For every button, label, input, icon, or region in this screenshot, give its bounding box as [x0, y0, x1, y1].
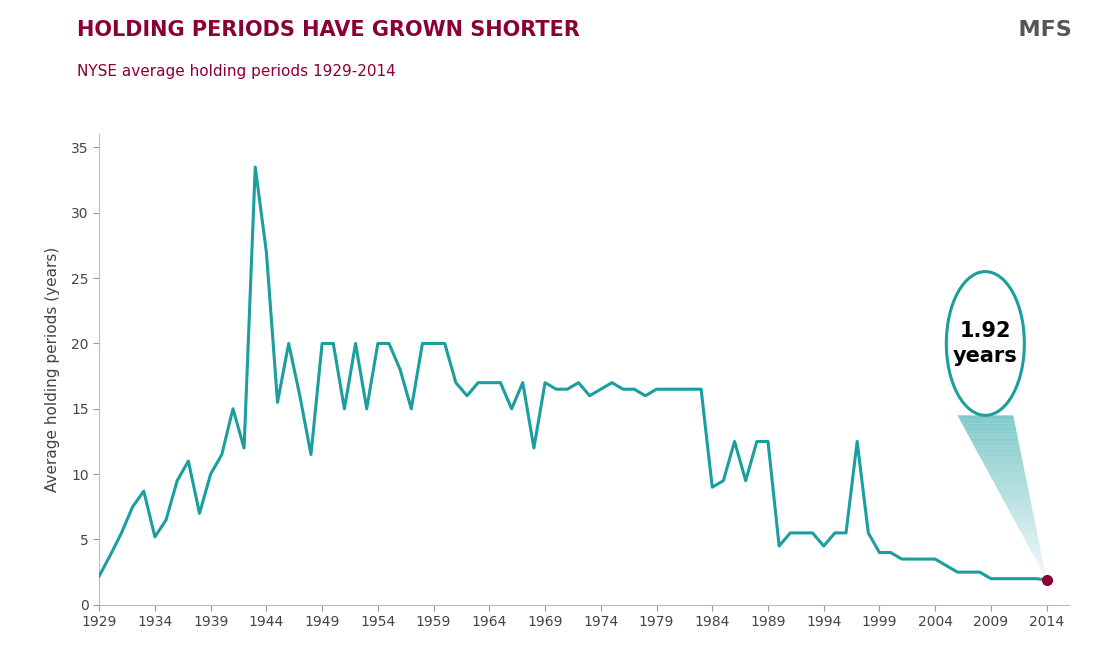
Polygon shape: [965, 429, 1016, 432]
Polygon shape: [984, 464, 1024, 468]
Polygon shape: [1022, 533, 1038, 536]
Polygon shape: [1042, 571, 1046, 575]
Polygon shape: [1031, 552, 1041, 555]
Polygon shape: [991, 476, 1026, 478]
Polygon shape: [966, 432, 1017, 435]
Polygon shape: [981, 459, 1023, 462]
Polygon shape: [980, 456, 1023, 459]
Polygon shape: [1015, 522, 1036, 525]
Ellipse shape: [947, 271, 1025, 415]
Polygon shape: [1019, 530, 1037, 533]
Polygon shape: [993, 481, 1027, 484]
Polygon shape: [961, 421, 1015, 423]
Polygon shape: [988, 473, 1026, 476]
Polygon shape: [1030, 550, 1041, 552]
Y-axis label: Average holding periods (years): Average holding periods (years): [45, 247, 60, 492]
Polygon shape: [1035, 558, 1042, 560]
Polygon shape: [1006, 506, 1033, 509]
Polygon shape: [959, 418, 1014, 421]
Polygon shape: [971, 440, 1018, 443]
Polygon shape: [1004, 500, 1031, 503]
Polygon shape: [1005, 503, 1031, 506]
Polygon shape: [1014, 519, 1035, 522]
Polygon shape: [995, 484, 1028, 487]
Text: 1.92
years: 1.92 years: [953, 321, 1018, 366]
Polygon shape: [985, 468, 1025, 470]
Polygon shape: [976, 451, 1022, 454]
Polygon shape: [1026, 542, 1039, 544]
Polygon shape: [1029, 547, 1040, 550]
Polygon shape: [987, 470, 1025, 473]
Polygon shape: [963, 426, 1016, 429]
Polygon shape: [1023, 536, 1038, 539]
Polygon shape: [1039, 566, 1045, 569]
Polygon shape: [972, 443, 1019, 446]
Polygon shape: [1017, 525, 1036, 528]
Polygon shape: [1040, 569, 1045, 571]
Polygon shape: [1011, 514, 1034, 517]
Polygon shape: [958, 415, 1014, 418]
Polygon shape: [1009, 511, 1034, 514]
Polygon shape: [1034, 555, 1042, 558]
Polygon shape: [1001, 495, 1030, 497]
Polygon shape: [983, 462, 1024, 464]
Polygon shape: [975, 448, 1020, 451]
Polygon shape: [1002, 497, 1030, 500]
Polygon shape: [996, 487, 1028, 489]
Polygon shape: [970, 437, 1018, 440]
Polygon shape: [997, 489, 1029, 492]
Polygon shape: [1018, 528, 1037, 530]
Polygon shape: [1008, 509, 1033, 511]
Polygon shape: [968, 435, 1017, 437]
Polygon shape: [1027, 544, 1040, 547]
Polygon shape: [1000, 492, 1029, 495]
Polygon shape: [1025, 539, 1039, 542]
Polygon shape: [1038, 563, 1044, 566]
Polygon shape: [974, 446, 1019, 448]
Polygon shape: [979, 454, 1022, 456]
Polygon shape: [1036, 560, 1044, 563]
Polygon shape: [1045, 577, 1047, 580]
Polygon shape: [992, 478, 1027, 481]
Polygon shape: [1013, 517, 1035, 519]
Text: NYSE average holding periods 1929-2014: NYSE average holding periods 1929-2014: [77, 64, 396, 79]
Text: HOLDING PERIODS HAVE GROWN SHORTER: HOLDING PERIODS HAVE GROWN SHORTER: [77, 20, 580, 40]
Polygon shape: [1044, 575, 1046, 577]
Polygon shape: [962, 423, 1015, 426]
Text: MFS: MFS: [1003, 20, 1071, 40]
